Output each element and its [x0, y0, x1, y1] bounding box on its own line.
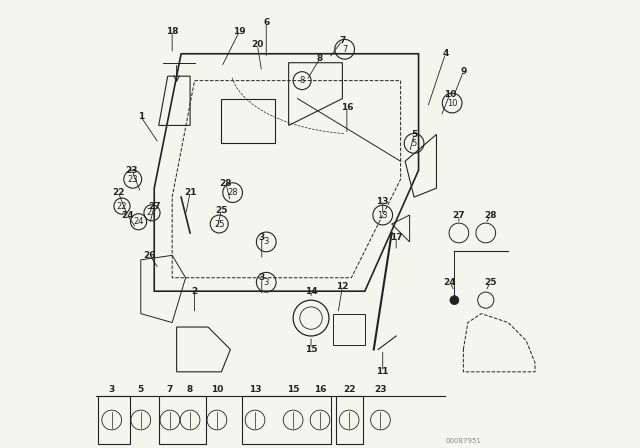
Text: 14: 14	[305, 287, 317, 296]
Circle shape	[450, 296, 459, 305]
Text: 2: 2	[191, 287, 198, 296]
Text: 6: 6	[263, 18, 269, 27]
Text: 4: 4	[442, 49, 449, 58]
Text: 3: 3	[109, 385, 115, 394]
Text: 5: 5	[138, 385, 144, 394]
Bar	[99, 396, 129, 444]
Text: 20: 20	[251, 40, 264, 49]
Bar	[336, 396, 362, 444]
Text: 7: 7	[342, 45, 348, 54]
Text: 21: 21	[184, 188, 196, 197]
Text: 10: 10	[211, 385, 223, 394]
Text: 22: 22	[116, 202, 127, 211]
Text: 8: 8	[300, 76, 305, 85]
Text: 17: 17	[390, 233, 403, 242]
Text: 18: 18	[166, 27, 179, 36]
Text: 22: 22	[112, 188, 125, 197]
Text: 10: 10	[444, 90, 456, 99]
Text: 3: 3	[259, 233, 265, 242]
Text: 7: 7	[339, 36, 346, 45]
Text: 24: 24	[444, 278, 456, 287]
Text: 24: 24	[133, 217, 144, 226]
Text: 16: 16	[314, 385, 326, 394]
Text: 7: 7	[167, 385, 173, 394]
Text: 12: 12	[336, 282, 349, 291]
Text: 00087951: 00087951	[445, 438, 481, 444]
Text: 28: 28	[220, 179, 232, 188]
Text: 28: 28	[484, 211, 497, 220]
Text: 19: 19	[233, 27, 246, 36]
Text: 13: 13	[249, 385, 261, 394]
Text: 24: 24	[121, 211, 134, 220]
Text: 13: 13	[378, 211, 388, 220]
Text: 25: 25	[214, 220, 225, 228]
Text: 11: 11	[376, 367, 389, 376]
Text: 15: 15	[287, 385, 300, 394]
Text: 3: 3	[264, 237, 269, 246]
Text: 3: 3	[264, 278, 269, 287]
Text: 3: 3	[259, 273, 265, 282]
Text: 22: 22	[343, 385, 355, 394]
Text: 23: 23	[374, 385, 387, 394]
Text: 8: 8	[187, 385, 193, 394]
Text: 23: 23	[127, 175, 138, 184]
Text: 27: 27	[452, 211, 465, 220]
Text: 8: 8	[317, 54, 323, 63]
Text: 13: 13	[376, 197, 389, 206]
Text: 15: 15	[305, 345, 317, 354]
Text: 1: 1	[138, 112, 144, 121]
Text: 25: 25	[484, 278, 497, 287]
Text: 5: 5	[411, 130, 417, 139]
Text: 27: 27	[147, 208, 157, 217]
Text: 23: 23	[125, 166, 138, 175]
Text: 27: 27	[148, 202, 161, 211]
Text: 25: 25	[215, 206, 228, 215]
Bar	[159, 396, 206, 444]
Bar	[242, 396, 332, 444]
Text: 28: 28	[227, 188, 238, 197]
Text: 26: 26	[143, 251, 156, 260]
Text: 10: 10	[447, 99, 458, 108]
Text: 5: 5	[412, 139, 417, 148]
Text: 16: 16	[340, 103, 353, 112]
Text: 9: 9	[460, 67, 467, 76]
